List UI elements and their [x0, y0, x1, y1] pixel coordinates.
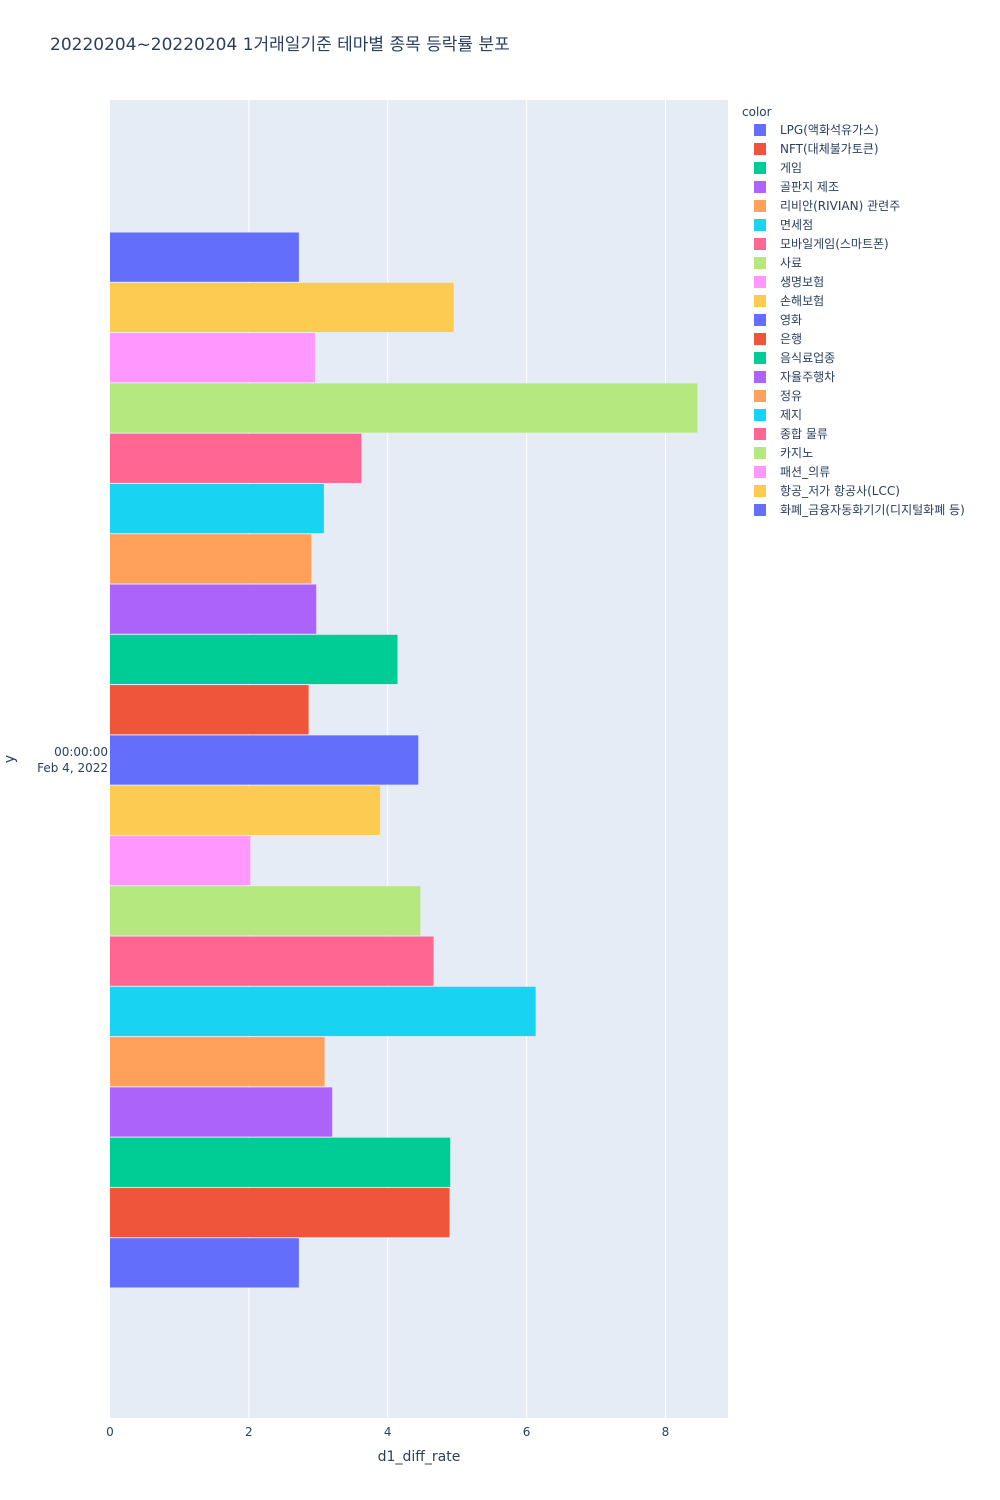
legend-item-label[interactable]: 생명보험	[780, 275, 824, 289]
y-tick-label-time: 00:00:00	[54, 745, 108, 759]
bar[interactable]	[110, 936, 434, 986]
legend-item-label[interactable]: 영화	[780, 313, 802, 327]
legend-item-label[interactable]: 손해보험	[780, 294, 824, 308]
legend-swatch[interactable]	[754, 352, 766, 364]
legend-swatch[interactable]	[754, 314, 766, 326]
legend-swatch[interactable]	[754, 257, 766, 269]
bar[interactable]	[110, 1037, 325, 1087]
legend-item-label[interactable]: 골판지 제조	[780, 180, 839, 194]
bar[interactable]	[110, 534, 312, 584]
x-tick-label: 6	[523, 1425, 531, 1439]
x-tick-label: 0	[106, 1425, 114, 1439]
x-tick-labels: 0 2 4 6 8	[106, 1425, 669, 1439]
legend-item-label[interactable]: 리비안(RIVIAN) 관련주	[780, 199, 900, 213]
legend-swatch[interactable]	[754, 390, 766, 402]
legend-swatch[interactable]	[754, 238, 766, 250]
legend-swatch[interactable]	[754, 276, 766, 288]
legend-item-label[interactable]: 화폐_금융자동화기기(디지털화폐 등)	[780, 503, 965, 517]
bar[interactable]	[110, 232, 299, 282]
bar[interactable]	[110, 433, 362, 483]
bar[interactable]	[110, 986, 536, 1037]
bar[interactable]	[110, 685, 309, 735]
bar[interactable]	[110, 785, 381, 835]
y-tick-label-date: Feb 4, 2022	[37, 761, 108, 775]
legend-item-label[interactable]: 은행	[780, 331, 802, 346]
x-tick-label: 8	[662, 1425, 670, 1439]
bar[interactable]	[110, 584, 317, 634]
legend-swatch[interactable]	[754, 200, 766, 212]
legend-swatch[interactable]	[754, 333, 766, 345]
legend-item-label[interactable]: 모바일게임(스마트폰)	[780, 237, 889, 251]
legend-swatch[interactable]	[754, 219, 766, 231]
bar[interactable]	[110, 1137, 451, 1187]
bar[interactable]	[110, 383, 698, 433]
legend-title: color	[742, 105, 772, 119]
legend-item-label[interactable]: 카지노	[780, 446, 813, 460]
x-tick-label: 2	[245, 1425, 253, 1439]
bar[interactable]	[110, 1087, 333, 1137]
bar[interactable]	[110, 886, 421, 936]
legend-swatch[interactable]	[754, 371, 766, 383]
legend-item-label[interactable]: LPG(액화석유가스)	[780, 123, 879, 137]
legend-swatch[interactable]	[754, 466, 766, 478]
bars	[110, 232, 698, 1288]
bar[interactable]	[110, 333, 315, 383]
legend-item-label[interactable]: 종합 물류	[780, 427, 828, 441]
bar[interactable]	[110, 1238, 299, 1288]
legend-item-label[interactable]: 사료	[780, 256, 802, 270]
legend-item-label[interactable]: 항공_저가 항공사(LCC)	[780, 484, 900, 498]
legend-item-label[interactable]: 음식료업종	[780, 351, 835, 365]
chart-title: 20220204~20220204 1거래일기준 테마별 종목 등락률 분포	[50, 35, 510, 55]
legend-swatch[interactable]	[754, 447, 766, 459]
legend-swatch[interactable]	[754, 295, 766, 307]
bar[interactable]	[110, 735, 419, 785]
legend-item-label[interactable]: 자율주행차	[780, 369, 835, 384]
x-tick-label: 4	[384, 1425, 392, 1439]
bar[interactable]	[110, 835, 251, 886]
x-axis-title: d1_diff_rate	[378, 1449, 461, 1465]
bar[interactable]	[110, 483, 324, 534]
legend-swatch[interactable]	[754, 162, 766, 174]
legend-swatch[interactable]	[754, 143, 766, 155]
legend-swatch[interactable]	[754, 409, 766, 421]
legend-swatch[interactable]	[754, 124, 766, 136]
y-axis-title: y	[2, 755, 18, 763]
legend-item-label[interactable]: NFT(대체불가토큰)	[780, 142, 879, 156]
legend-item-label[interactable]: 제지	[780, 408, 802, 422]
legend-swatch[interactable]	[754, 504, 766, 516]
legend-item-label[interactable]: 패션_의류	[780, 465, 830, 479]
legend-item-label[interactable]: 면세점	[780, 218, 813, 232]
legend-swatch[interactable]	[754, 181, 766, 193]
legend-swatch[interactable]	[754, 485, 766, 497]
legend-item-label[interactable]: 게임	[780, 161, 802, 175]
bar[interactable]	[110, 1187, 450, 1238]
legend-item-label[interactable]: 정유	[780, 389, 802, 403]
bar[interactable]	[110, 282, 454, 333]
legend-swatch[interactable]	[754, 428, 766, 440]
bar[interactable]	[110, 634, 398, 685]
